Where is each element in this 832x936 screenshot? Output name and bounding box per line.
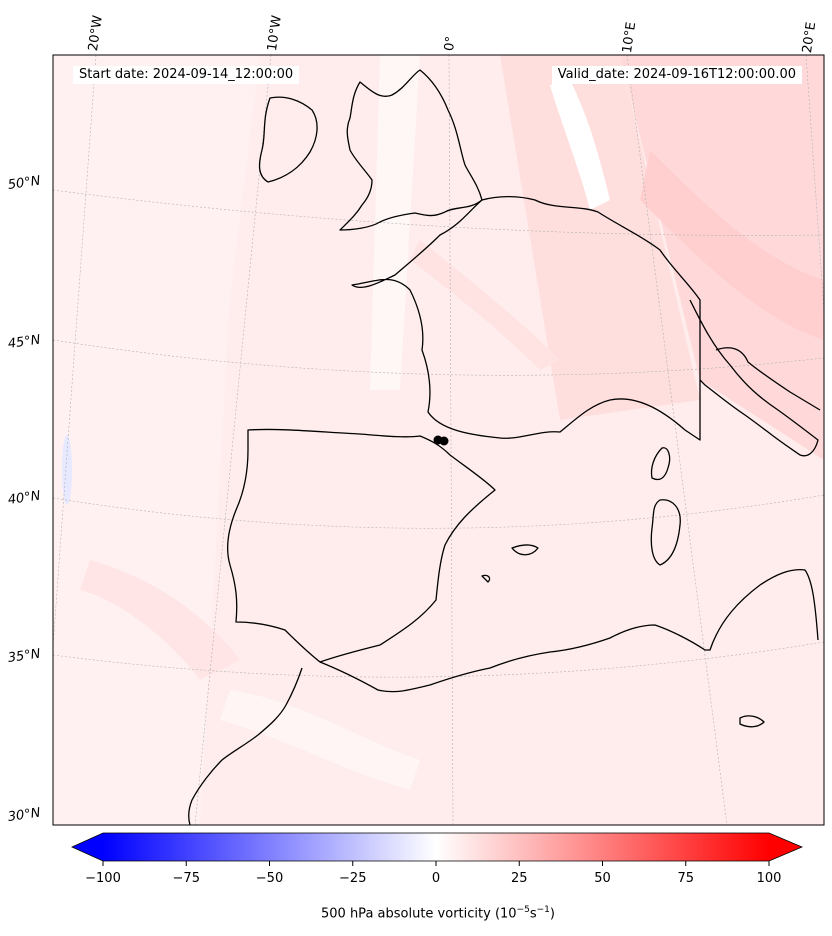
coast-morocco-west xyxy=(188,667,303,825)
coast-corsica xyxy=(650,447,671,481)
colorbar-tick-label: −50 xyxy=(255,871,284,886)
colorbar-tick-label: 50 xyxy=(594,871,611,886)
colorbar-tick-label: −100 xyxy=(85,871,121,886)
location-marker xyxy=(433,435,449,446)
coast-britain xyxy=(339,69,483,231)
vorticity-field xyxy=(53,55,824,825)
colorbar-tick-label: 75 xyxy=(677,871,695,886)
coastlines xyxy=(188,69,821,825)
colorbar-min-extend xyxy=(72,833,103,861)
colorbar-max-extend xyxy=(769,833,802,861)
map-frame xyxy=(52,54,825,826)
colorbar-tick-label: −75 xyxy=(172,871,200,886)
coast-italy xyxy=(689,299,819,457)
start-date-label: Start date: 2024-09-14_12:00:00 xyxy=(73,66,300,84)
coast-north-africa xyxy=(319,569,819,693)
coast-italy-east xyxy=(715,347,821,411)
lon-label-0: 0° xyxy=(442,35,459,53)
colorbar-body xyxy=(103,833,769,861)
coast-france xyxy=(351,195,701,441)
colorbar-tick-label: 100 xyxy=(756,871,782,886)
colorbar-tick-label: 25 xyxy=(510,871,528,886)
coast-sardinia xyxy=(650,499,681,566)
coast-ibiza xyxy=(481,574,491,583)
colorbar xyxy=(71,832,804,866)
valid-date-label: Valid_date: 2024-09-16T12:00:00.00 xyxy=(551,66,802,84)
colorbar-title: 500 hPa absolute vorticity (10−5s−1) xyxy=(321,905,555,922)
coast-ireland xyxy=(258,96,318,183)
graticule xyxy=(53,55,824,825)
colorbar-tick-label: −25 xyxy=(339,871,367,886)
coast-mallorca xyxy=(511,544,539,556)
colorbar-tick-label: 0 xyxy=(431,871,441,886)
coast-iberia xyxy=(226,428,496,663)
coast-sicily xyxy=(739,715,765,728)
